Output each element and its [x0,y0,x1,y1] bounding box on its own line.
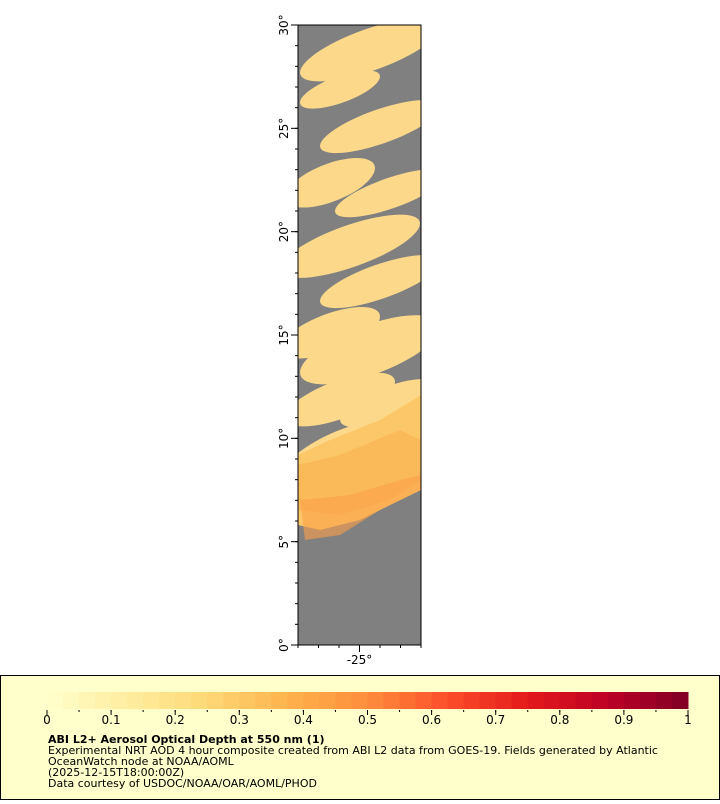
colorbar-step [575,692,593,709]
lat-tick-label: 0° [277,638,291,652]
colorbar-tick-label: 0.5 [358,713,377,727]
colorbar-tick-label: 0.1 [102,713,121,727]
colorbar-step [463,692,481,709]
colorbar-tick-label: 0.6 [422,713,441,727]
colorbar-step [447,692,465,709]
colorbar-tick-label: 0.9 [614,713,633,727]
colorbar-step [671,692,689,709]
colorbar-step [79,692,96,709]
legend-description: Data courtesy of USDOC/NOAA/OAR/AOML/PHO… [48,777,317,790]
lat-tick-label: 15° [277,324,291,345]
colorbar-step [639,692,657,709]
legend-description: (2025-12-15T18:00:00Z) [48,766,184,779]
lon-tick-label: -25° [347,653,373,667]
colorbar-step [495,692,513,709]
colorbar-step [111,692,128,709]
colorbar-step [399,692,417,709]
colorbar-step [383,692,401,709]
colorbar-step [95,692,112,709]
lat-tick-label: 10° [277,428,291,449]
colorbar-tick-label: 0.2 [166,713,185,727]
colorbar-step [159,692,176,709]
colorbar-step [335,692,352,709]
colorbar-step [319,692,336,709]
colorbar-step [223,692,240,709]
legend-title: ABI L2+ Aerosol Optical Depth at 550 nm … [48,733,325,746]
colorbar-step [623,692,641,709]
lat-tick-label: 25° [277,118,291,139]
colorbar-step [191,692,208,709]
colorbar-step [207,692,224,709]
colorbar-step [271,692,288,709]
colorbar-tick-label: 0.8 [550,713,569,727]
lat-tick-label: 20° [277,221,291,242]
colorbar-tick-label: 0.3 [230,713,249,727]
colorbar-step [655,692,673,709]
colorbar-step [351,692,368,709]
colorbar-step [175,692,192,709]
lat-tick-label: 5° [277,535,291,549]
legend-description: OceanWatch node at NOAA/AOML [48,755,235,768]
legend-description: Experimental NRT AOD 4 hour composite cr… [48,744,658,757]
colorbar-step [511,692,529,709]
colorbar-step [239,692,256,709]
colorbar-step [415,692,433,709]
colorbar-step [591,692,609,709]
colorbar-step [479,692,497,709]
colorbar-step [527,692,545,709]
colorbar-step [143,692,160,709]
colorbar-tick-label: 1 [684,713,692,727]
colorbar-step [543,692,561,709]
colorbar-tick-label: 0 [43,713,51,727]
colorbar-step [255,692,272,709]
colorbar-step [607,692,625,709]
aod-field [298,25,421,540]
colorbar-step [287,692,304,709]
colorbar-step [367,692,385,709]
colorbar-step [127,692,144,709]
colorbar-step [303,692,320,709]
colorbar-tick-label: 0.7 [486,713,505,727]
colorbar-step [559,692,577,709]
colorbar-step [431,692,449,709]
colorbar-step [47,692,64,709]
colorbar-tick-label: 0.4 [294,713,313,727]
lat-tick-label: 30° [277,14,291,35]
colorbar-step [63,692,80,709]
